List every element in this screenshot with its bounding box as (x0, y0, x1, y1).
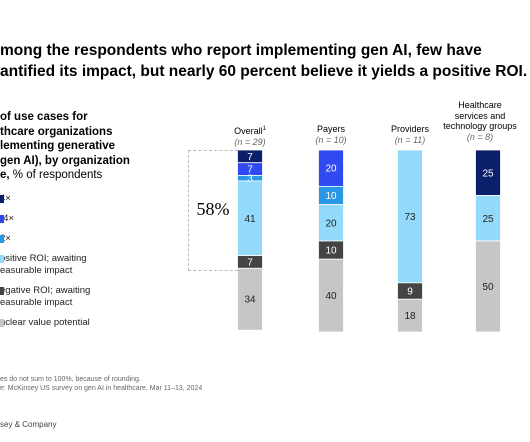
legend-title-line-1: of use cases for (0, 111, 88, 123)
column-header-label: services and (454, 110, 506, 121)
headline-line-2: antified its impact, but nearly 60 perce… (0, 63, 528, 80)
bar-value-label: 25 (482, 214, 494, 225)
bar-value-label: 18 (404, 311, 416, 322)
column-header-label: Providers (390, 124, 429, 134)
bar-value-label: 20 (325, 164, 337, 175)
callout-bracket (188, 150, 238, 271)
footnote-rounding: es do not sum to 100%, because of roundi… (0, 376, 141, 383)
legend-swatch (0, 319, 4, 327)
bar-value-label: 7 (247, 152, 253, 163)
legend-swatch (0, 215, 4, 223)
bar-value-label: 50 (482, 282, 494, 293)
bar-segment (318, 258, 344, 333)
column-header-providers: Providers (n = 11) (360, 124, 460, 145)
legend-item-label: -4× (0, 213, 14, 224)
bar-value-label: 10 (325, 246, 337, 257)
legend-item-positive-roi: ositive ROI; awaiting easurable impact (0, 253, 87, 276)
bar-segment (237, 180, 263, 256)
column-header-n: (n = 10) (315, 134, 347, 145)
column-header-n: (n = 11) (394, 134, 426, 145)
legend-title-line-5: e, % of respondents (0, 168, 130, 183)
callout-label: 58% (190, 199, 236, 220)
legend-swatch (0, 195, 4, 203)
legend-title-line-4: gen AI), by organization (0, 154, 130, 167)
bar-value-label: 40 (325, 291, 337, 302)
legend-item-label: easurable impact (0, 296, 73, 308)
legend-title-unit: % of respondents (9, 169, 103, 181)
bar-value-label: 73 (404, 212, 416, 223)
legend-swatch (0, 235, 4, 243)
bar-value-label: 41 (244, 214, 256, 225)
legend-swatch (0, 287, 4, 295)
legend-item-negative-roi: egative ROI; awaiting easurable impact (0, 285, 90, 308)
column-header-label: technology groups (443, 121, 517, 131)
column-header-n: (n = 29) (234, 136, 266, 147)
bar-segment (397, 298, 423, 333)
headline-line-1: mong the respondents who report implemen… (0, 42, 482, 59)
legend-item-2x: 2× (0, 233, 11, 245)
column-header-payers: Payers (n = 10) (281, 124, 381, 145)
legend-item-label: easurable impact (0, 264, 73, 276)
legend-swatch (0, 255, 4, 263)
bar-segment (397, 149, 423, 284)
column-header-label: Healthcare (458, 100, 502, 110)
legend-item-2-4x: -4× (0, 213, 14, 225)
legend-title: of use cases for thcare organizations le… (0, 110, 130, 183)
legend-item-label: 2× (0, 233, 11, 244)
legend-item-4x: 4× (0, 193, 11, 205)
bar-value-label: 25 (482, 168, 494, 179)
legend-item-unclear: nclear value potential (0, 317, 90, 329)
legend-title-bold-tail: e, (0, 169, 10, 181)
footnote-source: e: McKinsey US survey on gen AI in healt… (0, 385, 203, 392)
legend-item-label: nclear value potential (0, 317, 90, 328)
column-header-hstg: Healthcare services and technology group… (430, 100, 530, 142)
legend-title-line-3: lementing generative (0, 140, 116, 152)
bar-value-label: 3 (247, 174, 253, 185)
brand-label: sey & Company (0, 420, 57, 429)
bar-value-label: 34 (244, 295, 256, 306)
legend-item-label: 4× (0, 193, 11, 204)
column-header-n: (n = 8) (466, 131, 494, 142)
legend-item-label: egative ROI; awaiting (0, 285, 91, 296)
legend-item-label: ositive ROI; awaiting (0, 253, 87, 264)
legend-title-line-2: thcare organizations (0, 125, 113, 138)
bar-segment (475, 195, 501, 242)
column-header-sup: 1 (262, 126, 266, 132)
bar-segment (318, 204, 344, 242)
column-header-label: Overall1 (234, 126, 266, 136)
bar-segment (237, 267, 263, 331)
bar-value-label: 20 (325, 218, 337, 229)
headline: mong the respondents who report implemen… (0, 40, 530, 82)
bar-value-label: 7 (247, 257, 253, 268)
column-header-label: Payers (316, 124, 345, 134)
bar-value-label: 7 (247, 165, 253, 176)
bar-segment (475, 240, 501, 333)
bar-value-label: 10 (325, 191, 337, 202)
bar-value-label: 9 (407, 287, 413, 298)
column-header-overall: Overall1 (n = 29) (200, 124, 300, 147)
